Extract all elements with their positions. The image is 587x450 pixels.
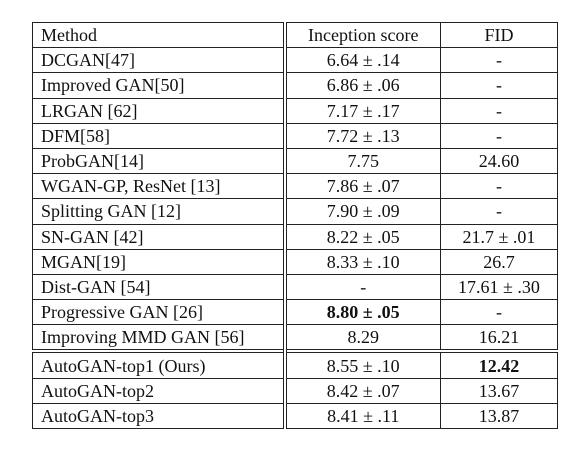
fid-cell: - (440, 299, 558, 326)
fid-cell: 13.87 (440, 402, 558, 430)
inception-score-cell: 8.55 ± .10 (284, 349, 441, 379)
table-row: AutoGAN-top2 8.42 ± .07 13.67 (32, 377, 558, 404)
table-row: AutoGAN-top1 (Ours) 8.55 ± .10 12.42 (32, 349, 558, 379)
method-cell: DCGAN[47] (32, 47, 287, 74)
method-cell: Splitting GAN [12] (32, 198, 287, 225)
method-cell: Improved GAN[50] (32, 72, 287, 99)
inception-score-cell: 7.86 ± .07 (284, 173, 441, 200)
inception-score-cell: 6.86 ± .06 (284, 72, 441, 99)
fid-cell: 13.67 (440, 377, 558, 404)
method-cell: Dist-GAN [54] (32, 273, 287, 301)
fid-cell: - (440, 72, 558, 99)
header-fid: FID (440, 21, 558, 49)
method-cell: SN-GAN [42] (32, 223, 287, 250)
inception-score-cell: 7.17 ± .17 (284, 97, 441, 124)
results-table: Method Inception score FID DCGAN[47] 6.6… (32, 21, 558, 430)
method-cell: AutoGAN-top1 (Ours) (32, 349, 287, 379)
fid-cell: - (440, 173, 558, 200)
inception-score-cell: 7.75 (284, 147, 441, 175)
table-row: DCGAN[47] 6.64 ± .14 - (32, 47, 558, 74)
results-table-container: Method Inception score FID DCGAN[47] 6.6… (32, 21, 558, 430)
inception-score-cell: - (284, 273, 441, 301)
fid-cell: 24.60 (440, 147, 558, 175)
table-row: ProbGAN[14] 7.75 24.60 (32, 147, 558, 175)
inception-score-cell: 7.72 ± .13 (284, 122, 441, 149)
table-row: Splitting GAN [12] 7.90 ± .09 - (32, 198, 558, 225)
inception-score-cell: 7.90 ± .09 (284, 198, 441, 225)
table-row: LRGAN [62] 7.17 ± .17 - (32, 97, 558, 124)
inception-score-cell: 8.42 ± .07 (284, 377, 441, 404)
table-row: Improving MMD GAN [56] 8.29 16.21 (32, 324, 558, 352)
method-cell: AutoGAN-top2 (32, 377, 287, 404)
fid-cell: 16.21 (440, 324, 558, 352)
method-cell: DFM[58] (32, 122, 287, 149)
fid-cell: - (440, 122, 558, 149)
table-row: WGAN-GP, ResNet [13] 7.86 ± .07 - (32, 173, 558, 200)
method-cell: WGAN-GP, ResNet [13] (32, 173, 287, 200)
table-row: MGAN[19] 8.33 ± .10 26.7 (32, 248, 558, 275)
inception-score-cell: 6.64 ± .14 (284, 47, 441, 74)
table-row: Dist-GAN [54] - 17.61 ± .30 (32, 273, 558, 301)
fid-cell-best: 12.42 (440, 349, 558, 379)
table-row: AutoGAN-top3 8.41 ± .11 13.87 (32, 402, 558, 430)
fid-cell: - (440, 47, 558, 74)
header-method: Method (32, 21, 287, 49)
inception-score-cell: 8.22 ± .05 (284, 223, 441, 250)
method-cell: MGAN[19] (32, 248, 287, 275)
inception-score-cell: 8.33 ± .10 (284, 248, 441, 275)
fid-cell: 21.7 ± .01 (440, 223, 558, 250)
header-row: Method Inception score FID (32, 21, 558, 49)
fid-cell: - (440, 97, 558, 124)
method-cell: Improving MMD GAN [56] (32, 324, 287, 352)
inception-score-cell-best: 8.80 ± .05 (284, 299, 441, 326)
fid-cell: 17.61 ± .30 (440, 273, 558, 301)
method-cell: ProbGAN[14] (32, 147, 287, 175)
inception-score-cell: 8.29 (284, 324, 441, 352)
method-cell: LRGAN [62] (32, 97, 287, 124)
table-row: Improved GAN[50] 6.86 ± .06 - (32, 72, 558, 99)
header-inception-score: Inception score (284, 21, 441, 49)
table-row: Progressive GAN [26] 8.80 ± .05 - (32, 299, 558, 326)
method-cell: AutoGAN-top3 (32, 402, 287, 430)
inception-score-cell: 8.41 ± .11 (284, 402, 441, 430)
method-cell: Progressive GAN [26] (32, 299, 287, 326)
table-row: SN-GAN [42] 8.22 ± .05 21.7 ± .01 (32, 223, 558, 250)
fid-cell: 26.7 (440, 248, 558, 275)
fid-cell: - (440, 198, 558, 225)
table-row: DFM[58] 7.72 ± .13 - (32, 122, 558, 149)
